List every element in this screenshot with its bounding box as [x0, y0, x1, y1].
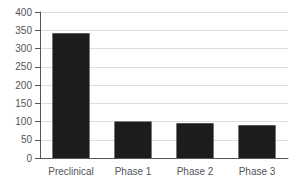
svg-text:0: 0 — [26, 153, 32, 164]
svg-text:Phase 2: Phase 2 — [177, 166, 214, 177]
svg-text:350: 350 — [15, 25, 32, 36]
svg-text:200: 200 — [15, 80, 32, 91]
svg-text:Phase 3: Phase 3 — [239, 166, 276, 177]
svg-text:300: 300 — [15, 43, 32, 54]
svg-text:400: 400 — [15, 7, 32, 18]
svg-text:Preclinical: Preclinical — [48, 166, 94, 177]
svg-text:100: 100 — [15, 116, 32, 127]
svg-text:250: 250 — [15, 61, 32, 72]
svg-text:50: 50 — [21, 134, 33, 145]
svg-text:150: 150 — [15, 98, 32, 109]
svg-text:Phase 1: Phase 1 — [115, 166, 152, 177]
